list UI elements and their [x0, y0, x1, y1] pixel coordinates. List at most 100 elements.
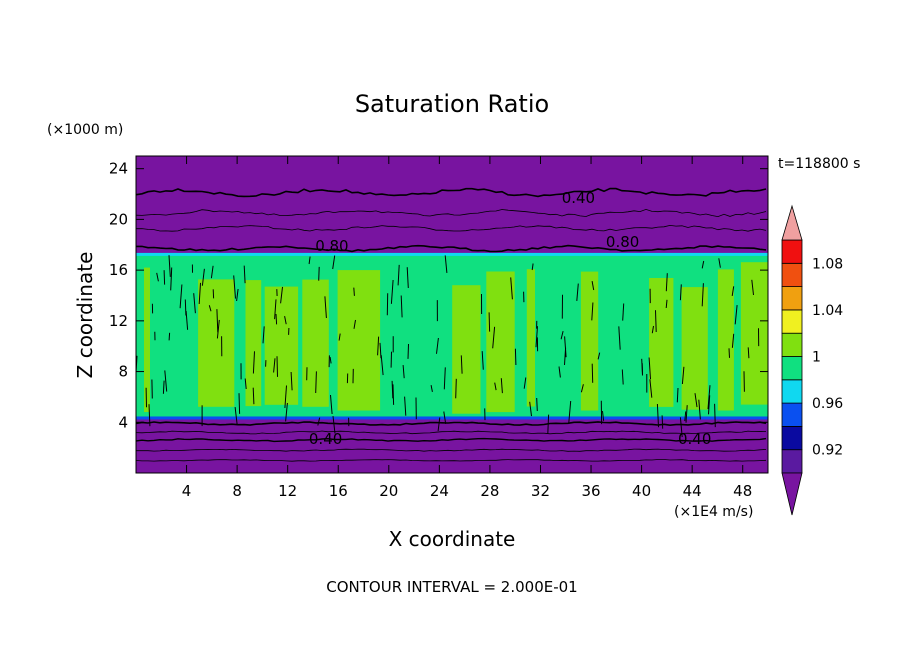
contour-speckle [400, 295, 403, 318]
x-tick-label: 48 [733, 482, 752, 500]
contour-speckle [708, 395, 711, 415]
colorbar: 0.92 0.96 1 1.04 1.08 [781, 204, 843, 516]
contour-speckle [649, 379, 653, 398]
contour-speckle [622, 303, 625, 321]
colorbar-segment [781, 262, 803, 287]
contour-line [136, 244, 767, 253]
contour-speckle [198, 282, 201, 305]
contour-speckle [397, 264, 400, 286]
contour-speckle [500, 378, 503, 394]
x-axis-ticks: 4 8 12 16 20 24 28 32 36 40 44 48 [182, 156, 752, 500]
contour-speckle [679, 417, 683, 438]
x-tick-label: 40 [632, 482, 651, 500]
contour-speckle [201, 268, 205, 286]
contour-speckle [234, 407, 238, 425]
contour-speckle [280, 286, 283, 304]
contour-speckle [564, 336, 567, 358]
contour-speckle [684, 411, 687, 422]
contour-speckle [252, 351, 255, 374]
contour-speckle [318, 266, 320, 281]
y-tick-label: 20 [109, 210, 128, 228]
contour-speckle [216, 319, 220, 339]
contour-speckle [665, 299, 668, 309]
contour-speckle [488, 312, 491, 332]
y-axis-label: Z coordinate [73, 252, 97, 379]
contour-speckle [315, 371, 317, 394]
contour-speckle [618, 326, 621, 350]
contour-speckle [353, 319, 356, 329]
contour-speckle [707, 385, 711, 410]
contour-speckle [332, 255, 336, 270]
contour-speckle [731, 333, 735, 348]
contour-speckle [536, 397, 538, 412]
contour-line [136, 448, 767, 452]
contour-speckle [262, 326, 265, 344]
cloud-column [264, 286, 299, 405]
contour-speckle [380, 355, 384, 376]
x-tick-label: 16 [329, 482, 348, 500]
x-tick-label: 32 [531, 482, 550, 500]
contour-speckle [238, 393, 241, 414]
contour-speckle [698, 399, 701, 420]
x-tick-label: 12 [278, 482, 297, 500]
contour-speckle [597, 352, 601, 360]
cloud-column [144, 267, 150, 412]
contour-speckle [285, 402, 288, 422]
cloud-top-fringe [136, 252, 768, 256]
contour-speckle [444, 255, 448, 273]
contour-label: 0.80 [315, 237, 348, 255]
colorbar-tick-label: 1 [812, 350, 821, 366]
contour-speckle [560, 330, 564, 340]
contour-speckle [185, 310, 189, 330]
y-tick-label: 8 [118, 363, 128, 381]
colorbar-segment [781, 425, 803, 451]
contour-line [136, 224, 767, 232]
contour-speckle [580, 384, 584, 393]
contour-speckle [443, 367, 446, 390]
contour-speckle [243, 265, 246, 284]
contour-speckle [621, 369, 624, 385]
contour-speckle [728, 348, 730, 358]
contour-speckle [481, 351, 484, 370]
contour-speckle [244, 378, 247, 390]
y-tick-label: 24 [109, 160, 128, 178]
plot-frame [135, 155, 769, 474]
contour-speckle [655, 310, 657, 333]
contour-speckle [377, 336, 380, 356]
cloud-column [649, 278, 674, 407]
contour-speckle [676, 387, 679, 403]
contour-speckle [747, 347, 750, 359]
contour-speckle [602, 411, 605, 421]
contour-label: 0.80 [606, 233, 639, 251]
contour-speckle [330, 394, 333, 415]
contour-speckle [163, 270, 166, 285]
contour-speckle [391, 380, 394, 399]
y-tick-label: 4 [118, 413, 128, 431]
contour-speckle [685, 405, 688, 423]
y-axis-ticks: 4 8 12 16 20 24 [109, 160, 768, 431]
cloud-column [245, 280, 262, 407]
cloud-column [486, 271, 515, 413]
x-tick-label: 36 [581, 482, 600, 500]
contour-speckle [681, 366, 685, 385]
cloud-column [198, 279, 235, 407]
contour-speckle [329, 357, 332, 364]
contour-speckle [558, 366, 561, 378]
contour-speckle [430, 385, 433, 392]
contour-speckle [661, 415, 664, 429]
contour-speckle [656, 403, 659, 428]
contour-speckle [437, 417, 441, 431]
colorbar-segment [781, 356, 803, 381]
contour-speckle [460, 355, 463, 374]
contour-speckle [406, 267, 409, 289]
contour-speckle [443, 411, 447, 424]
contour-speckle [404, 396, 407, 416]
cloud-column [580, 271, 599, 411]
contour-speckle [407, 343, 409, 359]
time-label: t=118800 s [778, 156, 860, 172]
contour-speckle [679, 284, 682, 301]
x-tick-label: 28 [480, 482, 499, 500]
contour-speckle [216, 309, 219, 333]
contour-label-group: 0.40 0.80 0.80 0.40 0.40 [309, 189, 711, 448]
contour-speckle [379, 342, 382, 359]
